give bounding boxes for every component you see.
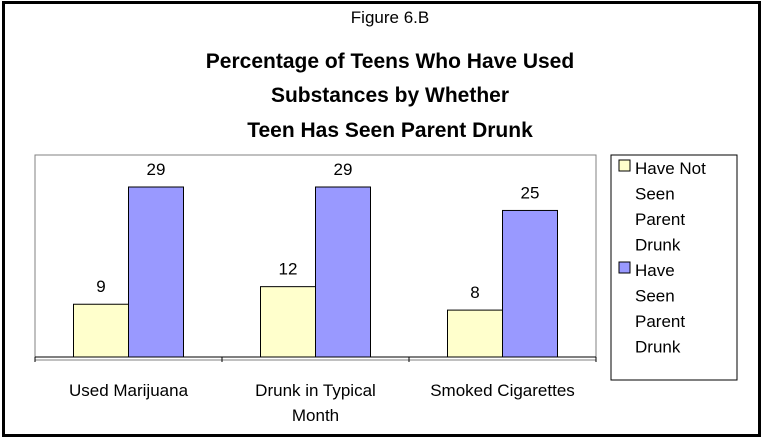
bar-series1-cat1 xyxy=(73,303,129,358)
chart-title-line-3: Teen Has Seen Parent Drunk xyxy=(247,119,533,142)
bar-series2-cat3 xyxy=(502,209,558,358)
legend-items: Have Not Seen Parent Drunk Have Seen Parent Dru… xyxy=(618,159,706,357)
legend-label-series1: Seen xyxy=(635,185,675,204)
x-tick-label-cat3: Smoked Cigarettes xyxy=(430,381,575,400)
legend-swatch-series2 xyxy=(618,261,631,274)
legend-label-series2: Parent xyxy=(635,312,685,331)
legend-label-series2: Drunk xyxy=(635,338,681,357)
bar-series1-cat3 xyxy=(447,309,503,358)
legend-label-series1: Parent xyxy=(635,210,685,229)
data-label-series2-cat2: 29 xyxy=(334,160,353,179)
figure-label: Figure 6.B xyxy=(351,8,429,27)
chart-title-line-2: Substances by Whether xyxy=(271,84,509,107)
x-tick-label-cat1: Used Marijuana xyxy=(69,381,189,400)
legend xyxy=(610,154,738,381)
bar-series2-cat1 xyxy=(128,186,184,358)
legend-label-series1: Have Not xyxy=(635,159,706,178)
chart-title-line-1: Percentage of Teens Who Have Used xyxy=(206,50,574,73)
data-label-series1-cat3: 8 xyxy=(470,283,479,302)
data-label-series1-cat1: 9 xyxy=(96,277,105,296)
x-tick-label-cat2: Month xyxy=(292,406,339,425)
x-tick-label-cat2: Drunk in Typical xyxy=(255,381,376,400)
bar-series2-cat2 xyxy=(315,186,371,358)
x-ticks-group: Used Marijuana Drunk in Typical Month Smoke… xyxy=(34,357,597,425)
legend-swatch-series1 xyxy=(618,159,631,172)
data-label-series2-cat3: 25 xyxy=(521,183,540,202)
data-label-series1-cat2: 12 xyxy=(279,260,298,279)
bars-group: 9 29 12 29 8 25 xyxy=(73,160,558,358)
legend-label-series1: Drunk xyxy=(635,236,681,255)
data-label-series2-cat1: 29 xyxy=(147,160,166,179)
legend-label-series2: Seen xyxy=(635,287,675,306)
legend-label-series2: Have xyxy=(635,261,675,280)
bar-series1-cat2 xyxy=(260,286,316,358)
